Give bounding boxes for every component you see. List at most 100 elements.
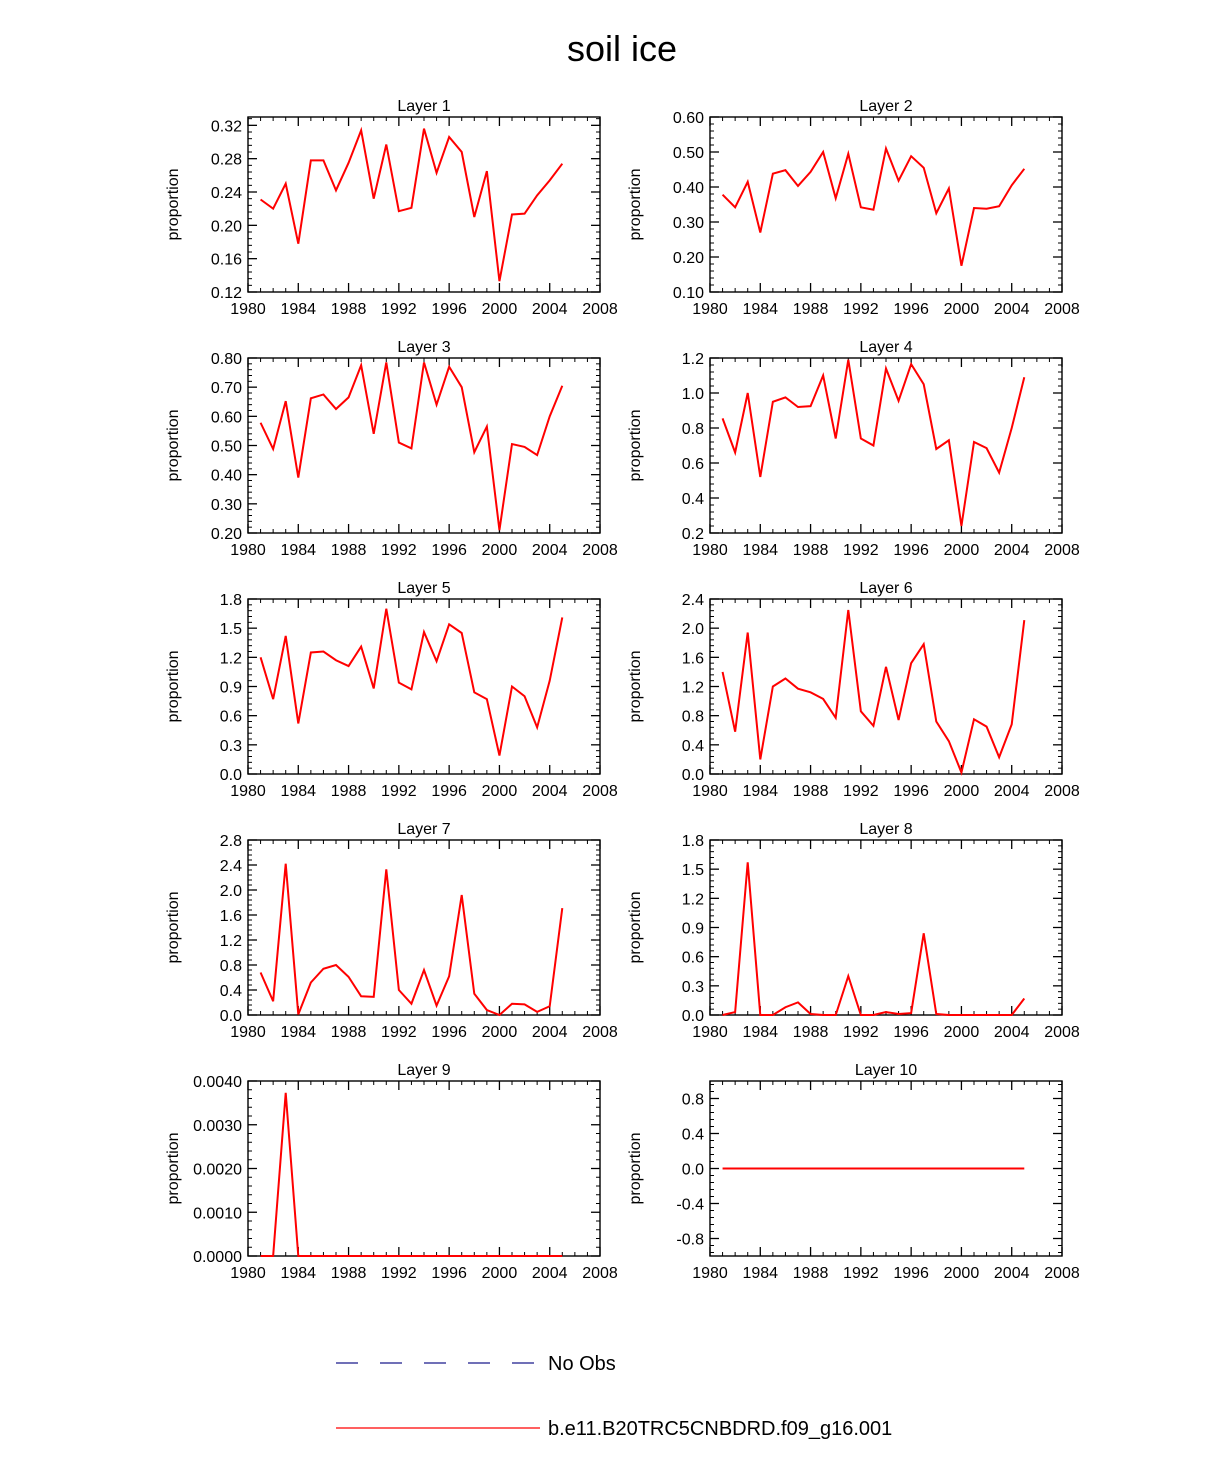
x-tick-label: 1984 — [742, 1265, 778, 1282]
series-line — [259, 863, 564, 1017]
x-tick-label: 1980 — [692, 1024, 728, 1041]
y-tick-label: 0.0 — [682, 767, 704, 784]
x-tick-label: 1992 — [381, 301, 417, 318]
y-axis-label: proportion — [627, 650, 644, 722]
x-tick-label: 1988 — [793, 1265, 829, 1282]
x-tick-label: 1992 — [843, 783, 879, 800]
x-tick-label: 1996 — [431, 1265, 467, 1282]
x-tick-label: 1984 — [742, 1024, 778, 1041]
x-tick-label: 1980 — [230, 783, 266, 800]
chart-panel-layer-4: Layer 4 proportion 1980 1984 1988 1992 1996 200… — [627, 339, 1080, 559]
y-tick-label: 0.8 — [682, 421, 704, 438]
y-tick-label: 0.6 — [220, 709, 242, 726]
y-tick-label: 0.9 — [682, 921, 704, 938]
y-tick-label: 1.2 — [220, 650, 242, 667]
plot-frame — [709, 116, 1063, 293]
x-tick-label: 1984 — [280, 1265, 316, 1282]
figure-title: soil ice — [567, 28, 677, 69]
y-tick-label: 0.0 — [682, 1008, 704, 1025]
y-axis-label: proportion — [165, 1132, 182, 1204]
y-tick-label: 0.0030 — [193, 1118, 242, 1135]
x-tick-label: 1996 — [893, 301, 929, 318]
y-tick-label: 1.8 — [220, 592, 242, 609]
x-tick-label: 1980 — [230, 1024, 266, 1041]
x-tick-label: 2008 — [1044, 783, 1080, 800]
x-tick-label: 2004 — [994, 783, 1030, 800]
series-line — [260, 1092, 563, 1257]
x-tick-label: 1984 — [742, 783, 778, 800]
chart-panel-layer-7: Layer 7 proportion 1980 1984 1988 1992 1996 200… — [165, 821, 618, 1041]
chart-panel-layer-8: Layer 8 proportion 1980 1984 1988 1992 1996 200… — [627, 821, 1080, 1041]
y-tick-label: 0.4 — [682, 738, 704, 755]
x-tick-label: 2008 — [1044, 301, 1080, 318]
y-tick-label: 0.0 — [220, 767, 242, 784]
x-tick-label: 1984 — [742, 301, 778, 318]
x-tick-label: 2004 — [532, 301, 568, 318]
plot-frame — [247, 839, 601, 1016]
series-line — [721, 359, 1026, 527]
x-tick-label: 1996 — [431, 542, 467, 559]
y-tick-label: 0.24 — [211, 185, 242, 202]
plot-frame — [709, 357, 1063, 534]
y-tick-label: 0.6 — [682, 456, 704, 473]
legend: No Obs b.e11.B20TRC5CNBDRD.f09_g16.001 — [336, 1353, 892, 1440]
x-tick-label: 1992 — [381, 1265, 417, 1282]
x-tick-label: 2000 — [944, 1024, 980, 1041]
chart-panel-layer-1: Layer 1 proportion 1980 1984 1988 1992 1996 200… — [165, 98, 618, 318]
x-tick-label: 2000 — [482, 1024, 518, 1041]
x-tick-label: 1988 — [793, 542, 829, 559]
x-tick-label: 1980 — [230, 301, 266, 318]
y-tick-label: 1.8 — [682, 833, 704, 850]
y-tick-label: 1.2 — [220, 933, 242, 950]
y-tick-label: 0.0010 — [193, 1205, 242, 1222]
y-tick-label: 0.50 — [673, 145, 704, 162]
panel-title: Layer 6 — [859, 580, 912, 597]
x-tick-label: 2000 — [482, 783, 518, 800]
y-tick-label: 0.20 — [211, 218, 242, 235]
y-tick-label: 2.4 — [682, 592, 704, 609]
x-tick-label: 1992 — [381, 783, 417, 800]
x-tick-label: 2008 — [582, 783, 618, 800]
panel-title: Layer 5 — [397, 580, 450, 597]
y-tick-label: 1.6 — [682, 650, 704, 667]
series-line — [722, 862, 1026, 1016]
y-tick-label: 0.70 — [211, 380, 242, 397]
chart-panel-layer-2: Layer 2 proportion 1980 1984 1988 1992 1996 200… — [627, 98, 1080, 318]
y-tick-label: 0.2 — [682, 526, 704, 543]
y-tick-label: 1.5 — [682, 862, 704, 879]
legend-entry-label: No Obs — [548, 1353, 616, 1375]
x-tick-label: 1996 — [893, 542, 929, 559]
x-tick-label: 1996 — [431, 1024, 467, 1041]
x-tick-label: 1992 — [843, 301, 879, 318]
panel-title: Layer 10 — [855, 1062, 917, 1079]
x-tick-label: 1984 — [280, 542, 316, 559]
y-tick-label: 0.50 — [211, 439, 242, 456]
x-tick-label: 2000 — [482, 542, 518, 559]
series-line — [259, 608, 564, 756]
y-tick-label: 1.6 — [220, 908, 242, 925]
x-tick-label: 2004 — [994, 1024, 1030, 1041]
x-tick-label: 2004 — [994, 542, 1030, 559]
y-tick-label: 0.20 — [673, 250, 704, 267]
x-tick-label: 1988 — [331, 301, 367, 318]
x-tick-label: 1988 — [331, 542, 367, 559]
y-tick-label: 0.0000 — [193, 1249, 242, 1266]
x-tick-label: 2004 — [994, 301, 1030, 318]
x-tick-label: 2008 — [1044, 1024, 1080, 1041]
y-tick-label: 0.60 — [673, 110, 704, 127]
y-tick-label: 0.40 — [211, 468, 242, 485]
x-tick-label: 2004 — [532, 542, 568, 559]
y-tick-label: 0.4 — [682, 1127, 704, 1144]
x-tick-label: 2008 — [1044, 542, 1080, 559]
x-tick-label: 2008 — [582, 542, 618, 559]
panels-group: Layer 1 proportion 1980 1984 1988 1992 1996 200… — [165, 98, 1080, 1282]
y-tick-label: 0.3 — [220, 738, 242, 755]
y-tick-label: 0.9 — [220, 680, 242, 697]
y-tick-label: -0.8 — [676, 1232, 704, 1249]
x-tick-label: 1984 — [742, 542, 778, 559]
y-tick-label: 0.0020 — [193, 1162, 242, 1179]
series-line — [259, 126, 564, 282]
x-tick-label: 2008 — [582, 1024, 618, 1041]
x-tick-label: 2008 — [582, 301, 618, 318]
